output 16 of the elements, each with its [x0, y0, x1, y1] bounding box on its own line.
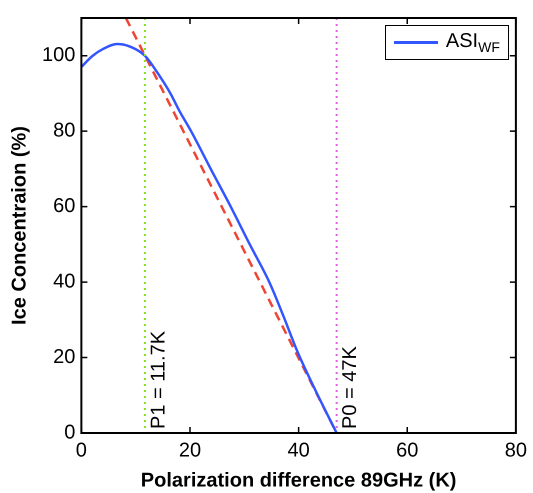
y-tick-label: 60 — [53, 195, 76, 218]
x-tick-label: 40 — [288, 440, 310, 462]
x-axis-title: Polarization difference 89GHz (K) — [140, 470, 456, 492]
ref-line-label: P1 = 11.7K — [147, 330, 170, 429]
y-tick-label: 0 — [64, 422, 76, 444]
x-tick-label: 60 — [396, 440, 418, 462]
ref-line-label: P0 = 47K — [339, 346, 362, 429]
y-tick-label: 100 — [42, 44, 76, 66]
x-tick-label: 20 — [178, 440, 202, 462]
legend-label: ASI$_{WF}$ — [446, 30, 500, 55]
y-axis-title: Ice Concentraion (%) — [8, 126, 31, 325]
line-series — [81, 42, 338, 433]
x-tick-label: 80 — [504, 440, 527, 462]
y-tick-label: 80 — [53, 120, 76, 142]
y-tick-label: 40 — [53, 270, 76, 293]
y-tick-label: 20 — [53, 346, 76, 368]
